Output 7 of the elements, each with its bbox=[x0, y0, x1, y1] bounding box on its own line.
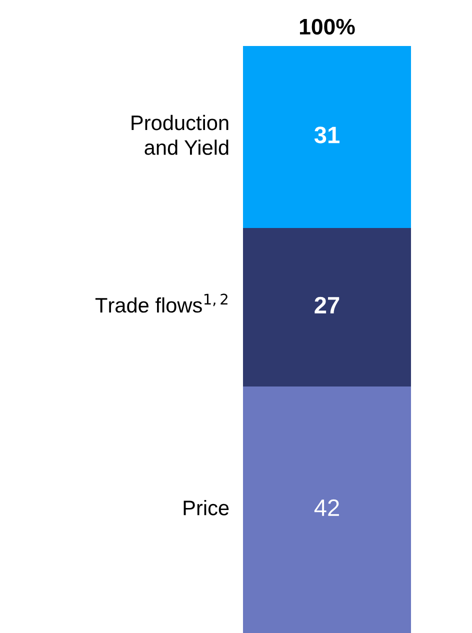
series-label: Price bbox=[184, 500, 229, 516]
total-label: 100% bbox=[300, 18, 355, 35]
series-label: Production and Yield bbox=[132, 114, 228, 155]
data-label: 42 bbox=[314, 499, 339, 516]
series-label: Trade flows$^{1,2}$ bbox=[95, 294, 228, 313]
data-label: 31 bbox=[314, 126, 340, 144]
data-label: 27 bbox=[314, 296, 340, 314]
